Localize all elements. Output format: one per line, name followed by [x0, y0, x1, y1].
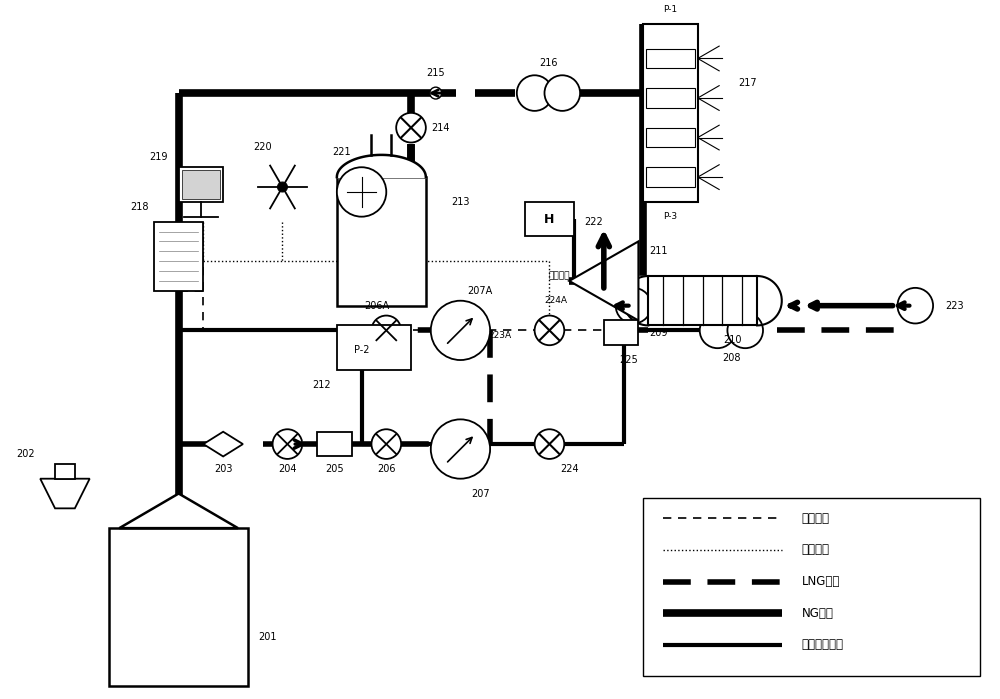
Text: NG管道: NG管道: [802, 607, 833, 620]
Bar: [179, 167, 223, 202]
Text: 205: 205: [326, 464, 344, 474]
Bar: [643, 498, 980, 677]
Polygon shape: [119, 493, 238, 528]
Text: 207A: 207A: [468, 286, 493, 296]
Text: 221: 221: [332, 147, 351, 157]
Bar: [317, 432, 352, 456]
Text: 225: 225: [619, 355, 638, 365]
Text: P-1: P-1: [663, 5, 678, 14]
Text: 215: 215: [426, 69, 445, 78]
Text: 216: 216: [539, 59, 558, 69]
Circle shape: [273, 429, 302, 459]
Text: 驱动线束: 驱动线束: [802, 543, 830, 556]
Bar: [646, 88, 695, 108]
Text: 208: 208: [722, 353, 741, 363]
Circle shape: [337, 167, 386, 217]
Circle shape: [431, 301, 490, 360]
Circle shape: [517, 75, 552, 111]
Bar: [337, 326, 411, 370]
Bar: [604, 321, 638, 345]
Circle shape: [430, 87, 442, 99]
Circle shape: [431, 419, 490, 479]
Text: 采样线束: 采样线束: [802, 512, 830, 525]
Text: 223: 223: [945, 301, 964, 310]
Circle shape: [544, 75, 580, 111]
Polygon shape: [203, 432, 243, 456]
Bar: [154, 222, 203, 291]
Text: H: H: [544, 212, 555, 226]
Text: 接回水管: 接回水管: [549, 271, 570, 280]
Text: 210: 210: [723, 336, 742, 345]
Text: 219: 219: [150, 152, 168, 162]
Text: P-2: P-2: [354, 345, 369, 355]
Text: 224: 224: [560, 464, 579, 474]
Bar: [182, 170, 220, 199]
Text: 204: 204: [278, 464, 297, 474]
Circle shape: [700, 312, 735, 348]
Bar: [643, 24, 698, 202]
Text: 220: 220: [253, 143, 272, 152]
Text: 214: 214: [431, 123, 450, 133]
Text: 传热介质管道: 传热介质管道: [802, 638, 844, 651]
Text: LNG管道: LNG管道: [802, 575, 840, 588]
Circle shape: [535, 429, 564, 459]
Text: 218: 218: [130, 202, 148, 212]
Text: 211: 211: [649, 246, 667, 257]
Circle shape: [535, 315, 564, 345]
Bar: [109, 528, 248, 686]
Text: 207: 207: [471, 489, 490, 498]
Text: 217: 217: [738, 78, 757, 88]
Text: 206: 206: [377, 464, 396, 474]
Text: 203: 203: [214, 464, 232, 474]
Text: 223A: 223A: [488, 331, 512, 340]
Text: 206A: 206A: [364, 301, 389, 310]
Text: 201: 201: [258, 632, 277, 642]
Bar: [646, 167, 695, 187]
Text: 202: 202: [16, 449, 35, 459]
Bar: [55, 464, 75, 479]
Bar: [337, 177, 426, 305]
Circle shape: [897, 288, 933, 324]
Circle shape: [371, 315, 401, 345]
Circle shape: [616, 288, 651, 324]
Bar: [525, 202, 574, 236]
Circle shape: [278, 182, 287, 192]
Text: 213: 213: [451, 197, 470, 207]
Text: 212: 212: [313, 380, 331, 390]
Text: 209: 209: [649, 329, 667, 338]
Bar: [646, 49, 695, 69]
Bar: [648, 276, 757, 326]
Text: 222: 222: [585, 217, 603, 226]
Polygon shape: [40, 479, 90, 508]
Circle shape: [371, 429, 401, 459]
Text: P-3: P-3: [663, 212, 678, 221]
Bar: [646, 128, 695, 147]
Circle shape: [727, 312, 763, 348]
Polygon shape: [569, 241, 638, 321]
Text: 224A: 224A: [544, 296, 567, 305]
Circle shape: [396, 113, 426, 143]
